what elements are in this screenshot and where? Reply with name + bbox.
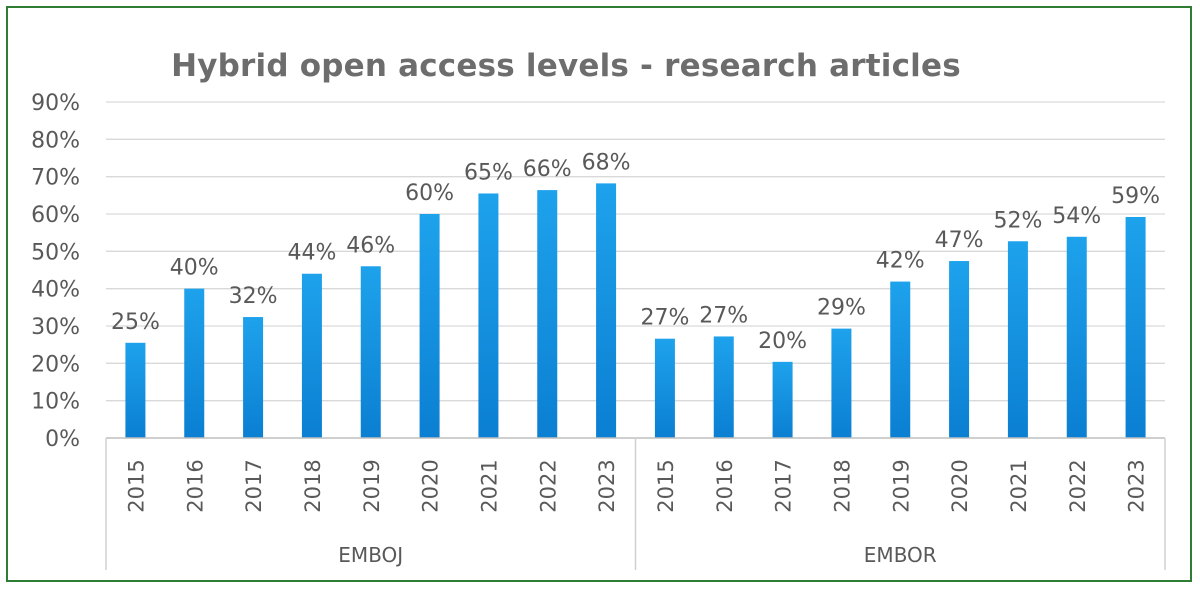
data-label: 29% [817,296,866,321]
bar [831,328,852,438]
bar [537,190,558,438]
x-tick-label: 2018 [830,459,854,512]
y-tick-label: 50% [31,240,80,265]
axes: 0% 10% 20% 30% 40% 50% 60% 70% 80% 90% 2015 2016 201… [31,91,1166,570]
bar [949,261,970,438]
bar [360,266,381,438]
data-label: 60% [405,181,454,206]
group-label: EMBOR [864,543,937,567]
x-tick-label: 2019 [889,459,913,512]
bar [1007,241,1028,438]
y-tick-label: 90% [31,91,80,116]
bar [772,361,793,438]
gridlines [106,101,1165,402]
x-tick-label: 2022 [536,459,560,512]
bar [125,342,146,438]
data-label: 47% [935,228,984,253]
x-tick-label: 2016 [183,459,207,512]
chart-title: Hybrid open access levels - research art… [171,48,961,84]
data-labels: 25% 40% 32% 44% 46% 60% 65% 66% 68% 27% 27% 20% 29% 4… [111,150,1160,353]
data-label: 27% [699,303,748,328]
data-label: 32% [229,284,278,309]
x-tick-label: 2020 [948,459,972,512]
data-label: 40% [170,256,219,281]
bars [125,183,1146,438]
bar [243,317,264,438]
y-tick-label: 20% [31,352,80,377]
bar [184,288,205,438]
y-tick-label: 40% [31,278,80,303]
bar [1066,236,1087,438]
x-tick-label: 2022 [1066,459,1090,512]
bar [890,281,911,438]
y-tick-label: 30% [31,315,80,340]
data-label: 42% [876,249,925,274]
data-label: 59% [1111,184,1160,209]
data-label: 52% [993,208,1042,233]
data-label: 20% [758,329,807,354]
x-tick-label: 2021 [477,459,501,512]
data-label: 27% [640,306,689,331]
x-tick-label: 2019 [360,459,384,512]
data-label: 66% [523,157,572,182]
data-label: 44% [287,241,336,266]
x-tick-label: 2017 [242,459,266,512]
y-tick-label: 0% [45,427,80,452]
bar [301,273,322,438]
x-tick-label: 2017 [772,459,796,512]
x-tick-label: 2023 [595,459,619,512]
group-label: EMBOJ [338,543,403,567]
y-tick-label: 60% [31,203,80,228]
bar [419,214,440,438]
bar [654,338,675,438]
x-tick-label: 2018 [301,459,325,512]
data-label: 68% [582,150,631,175]
x-tick-label: 2023 [1125,459,1149,512]
data-label: 54% [1052,204,1101,229]
bar [713,336,734,438]
bar [478,193,499,438]
data-label: 46% [346,233,395,258]
x-tick-label: 2020 [419,459,443,512]
y-tick-label: 80% [31,128,80,153]
data-label: 25% [111,310,160,335]
data-label: 65% [464,160,513,185]
y-tick-label: 10% [31,390,80,415]
y-tick-label: 70% [31,166,80,191]
x-tick-label: 2015 [124,459,148,512]
x-tick-label: 2015 [654,459,678,512]
bar [1125,216,1146,438]
x-tick-label: 2021 [1007,459,1031,512]
x-tick-label: 2016 [713,459,737,512]
bar [596,183,617,438]
